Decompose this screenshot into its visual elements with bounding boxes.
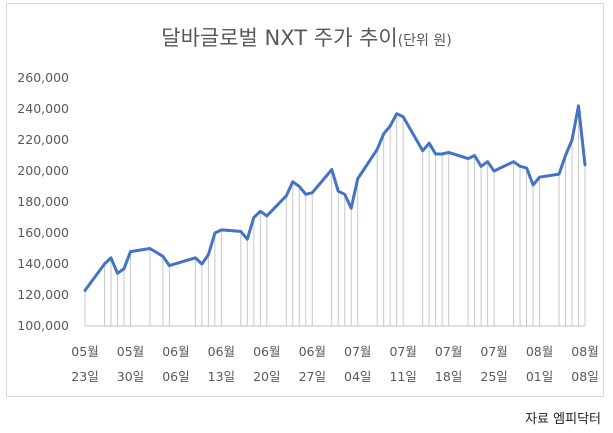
series-line <box>83 104 587 292</box>
x-tick-day: 30일 <box>117 369 144 384</box>
chart-title: 달바글로벌 NXT 주가 추이(단위 원) <box>0 22 613 52</box>
x-tick-month: 06월 <box>253 344 280 359</box>
y-tick-label: 200,000 <box>17 163 69 178</box>
x-tick-day: 06일 <box>162 369 189 384</box>
source-note: 자료 엠피닥터 <box>525 412 601 427</box>
x-tick-month: 05월 <box>117 344 144 359</box>
y-tick-label: 260,000 <box>17 70 69 85</box>
chart-title-main: 달바글로벌 NXT 주가 추이 <box>161 26 398 50</box>
x-tick-day: 11일 <box>389 369 416 384</box>
x-tick-month: 06월 <box>162 344 189 359</box>
x-tick-month: 08월 <box>526 344 553 359</box>
y-tick-label: 220,000 <box>17 132 69 147</box>
y-tick-label: 160,000 <box>17 225 69 240</box>
x-tick-day: 25일 <box>480 369 507 384</box>
x-tick-day: 23일 <box>71 369 98 384</box>
x-tick-day: 13일 <box>208 369 235 384</box>
y-tick-label: 140,000 <box>17 256 69 271</box>
x-tick-day: 18일 <box>435 369 462 384</box>
x-tick-month: 07월 <box>389 344 416 359</box>
x-tick-month: 06월 <box>299 344 326 359</box>
x-tick-month: 07월 <box>344 344 371 359</box>
x-tick-month: 07월 <box>480 344 507 359</box>
y-tick-label: 240,000 <box>17 101 69 116</box>
chart-frame <box>6 3 604 397</box>
chart-title-unit: (단위 원) <box>397 33 452 49</box>
y-tick-label: 180,000 <box>17 194 69 209</box>
y-tick-label: 120,000 <box>17 287 69 302</box>
x-tick-month: 06월 <box>208 344 235 359</box>
x-tick-day: 08일 <box>571 369 598 384</box>
x-tick-day: 04일 <box>344 369 371 384</box>
x-tick-month: 08월 <box>571 344 598 359</box>
x-tick-month: 05월 <box>71 344 98 359</box>
x-tick-day: 01일 <box>526 369 553 384</box>
x-tick-day: 27일 <box>299 369 326 384</box>
x-tick-day: 20일 <box>253 369 280 384</box>
x-tick-month: 07월 <box>435 344 462 359</box>
y-tick-label: 100,000 <box>17 318 69 333</box>
